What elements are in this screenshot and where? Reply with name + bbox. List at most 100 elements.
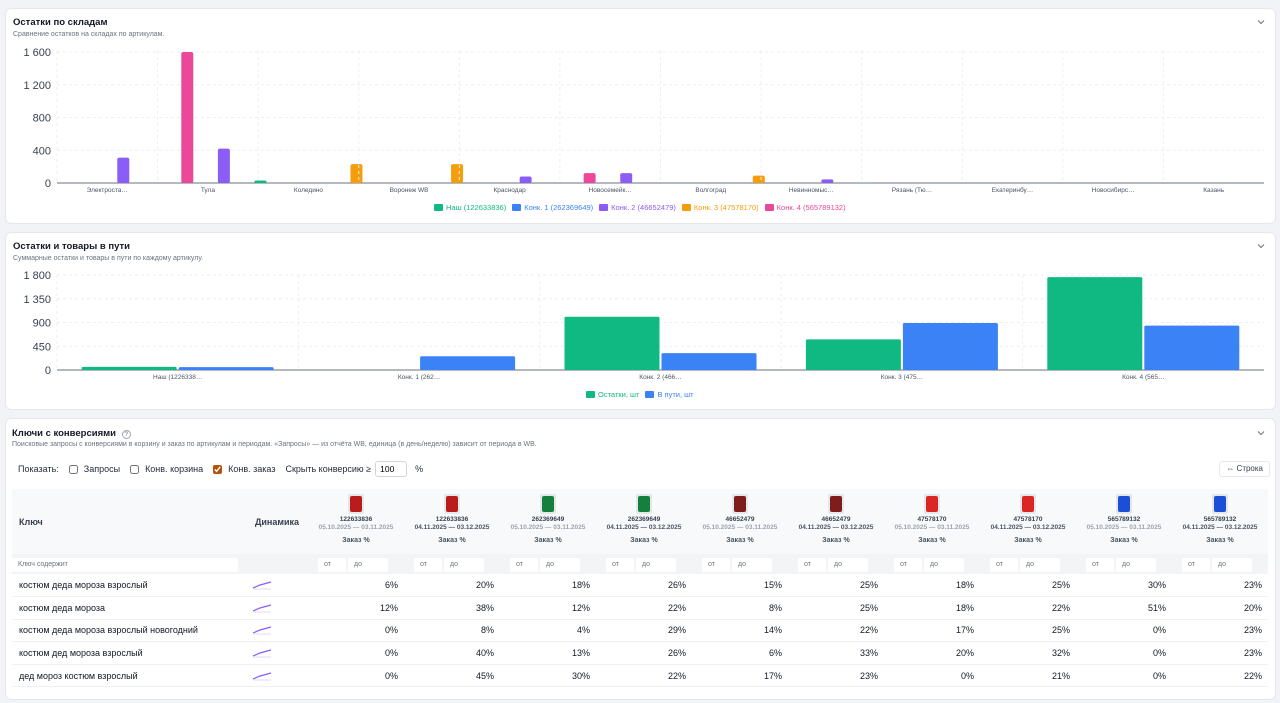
legend-item[interactable]: Конк. 1 (262369649) (512, 203, 593, 212)
range-filter-cell: от до (980, 554, 1076, 574)
table-row[interactable]: дед мороз костюм взрослый 0% 45% 30% 22% 17% 2… (12, 664, 1268, 688)
from-filter-input[interactable]: от (606, 558, 634, 572)
order-conversion-label: Конв. заказ (228, 464, 276, 474)
from-filter-input[interactable]: от (894, 558, 922, 572)
bar (661, 353, 757, 370)
product-column-header[interactable]: 262369649 04.11.2025 — 03.12.2025 (596, 489, 692, 537)
value-cell: 8% (692, 596, 788, 620)
from-filter-input[interactable]: от (702, 558, 730, 572)
value-cell: 26% (596, 641, 692, 665)
value-cell: 0% (1076, 641, 1172, 665)
product-period: 04.11.2025 — 03.12.2025 (1182, 524, 1258, 531)
value-cell: 17% (692, 664, 788, 688)
legend-item[interactable]: Остатки, шт (586, 390, 639, 399)
to-filter-input[interactable]: до (924, 558, 964, 572)
to-filter-input[interactable]: до (444, 558, 484, 572)
product-column-header[interactable]: 262369649 05.10.2025 — 03.11.2025 (500, 489, 596, 537)
legend-item[interactable]: Конк. 4 (565789132) (764, 203, 846, 212)
from-filter-input[interactable]: от (510, 558, 538, 572)
product-id: 262369649 (531, 516, 565, 523)
legend-item[interactable]: В пути, шт (645, 390, 694, 399)
y-tick-label: 1 200 (23, 80, 51, 92)
dynamics-cell (246, 619, 308, 643)
metric-header: Заказ % (308, 537, 404, 554)
product-period: 05.10.2025 — 03.11.2025 (318, 524, 394, 531)
value-cell: 51% (1076, 596, 1172, 620)
table-row[interactable]: костюм дед мороза взрослый 0% 40% 13% 26% 6% 3… (12, 641, 1268, 665)
legend-item[interactable]: Конк. 2 (46652479) (599, 203, 676, 212)
key-cell: костюм дед мороза взрослый (12, 641, 246, 665)
product-column-header[interactable]: 122633836 04.11.2025 — 03.12.2025 (404, 489, 500, 537)
column-header-key[interactable]: Ключ (12, 489, 246, 554)
column-header-dynamics[interactable]: Динамика (246, 489, 308, 554)
product-period: 04.11.2025 — 03.12.2025 (414, 524, 490, 531)
to-filter-input[interactable]: до (540, 558, 580, 572)
warehouse-stock-card: Остатки по складам Сравнение остатков на… (5, 8, 1276, 224)
product-column-header[interactable]: 46652479 04.11.2025 — 03.12.2025 (788, 489, 884, 537)
to-filter-input[interactable]: до (636, 558, 676, 572)
warehouse-bar-chart: 0 400 800 1 200 1 600 Электроста… Тула Коледино… (23, 47, 1264, 194)
from-filter-input[interactable]: от (798, 558, 826, 572)
legend-item[interactable]: Конк. 3 (47578170) (681, 203, 759, 212)
queries-label: Запросы (83, 464, 121, 474)
product-column-header[interactable]: 47578170 04.11.2025 — 03.12.2025 (980, 489, 1076, 537)
range-filter-cell: от до (596, 554, 692, 574)
value-cell: 0% (1076, 619, 1172, 643)
bar (451, 164, 464, 183)
product-column-header[interactable]: 47578170 05.10.2025 — 03.11.2025 (884, 489, 980, 537)
key-filter-input[interactable]: Ключ содержит (12, 558, 238, 572)
metric-header: Заказ % (404, 537, 500, 554)
chevron-down-icon[interactable] (1257, 242, 1265, 250)
cart-conversion-checkbox[interactable] (130, 464, 140, 474)
product-column-header[interactable]: 122633836 05.10.2025 — 03.11.2025 (308, 489, 404, 537)
value-cell: 0% (884, 664, 980, 688)
product-thumbnail (1020, 494, 1036, 514)
x-tick-label: Наш (1226338… (153, 374, 202, 381)
row-toggle-button[interactable]: ⇔ Строка (1219, 461, 1270, 477)
to-filter-input[interactable]: до (1212, 558, 1252, 572)
sparkline-icon (252, 626, 272, 635)
table-row[interactable]: костюм деда мороза взрослый новогодний 0%… (12, 619, 1268, 643)
product-column-header[interactable]: 46652479 05.10.2025 — 03.11.2025 (692, 489, 788, 537)
hide-conversion-input[interactable] (375, 461, 408, 477)
to-filter-input[interactable]: до (1116, 558, 1156, 572)
product-column-header[interactable]: 565789132 05.10.2025 — 03.11.2025 (1076, 489, 1172, 537)
value-cell: 0% (1076, 664, 1172, 688)
chart-legend: Остатки, шт В пути, шт (586, 390, 694, 399)
chevron-down-icon[interactable] (1257, 18, 1265, 26)
value-cell: 20% (1172, 596, 1268, 620)
bar (350, 164, 363, 183)
product-period: 05.10.2025 — 03.11.2025 (702, 524, 778, 531)
x-tick-label: Конк. 1 (262… (398, 374, 440, 381)
from-filter-input[interactable]: от (990, 558, 1018, 572)
value-cell: 23% (1172, 641, 1268, 665)
from-filter-input[interactable]: от (414, 558, 442, 572)
legend-item[interactable]: Наш (122633836) (434, 203, 506, 212)
to-filter-input[interactable]: до (1020, 558, 1060, 572)
to-filter-input[interactable]: до (348, 558, 388, 572)
table-row[interactable]: костюм деда мороза 12% 38% 12% 22% 8% 25% 18% 22… (12, 596, 1268, 620)
chevron-down-icon[interactable] (1257, 429, 1265, 437)
bar (117, 157, 130, 183)
cart-conversion-label: Конв. корзина (145, 464, 204, 474)
range-filter-cell: от до (404, 554, 500, 574)
x-tick-label: Конк. 2 (466… (639, 374, 681, 381)
table-row[interactable]: костюм деда мороза взрослый 6% 20% 18% 26% 15… (12, 574, 1268, 598)
product-id: 565789132 (1107, 516, 1141, 523)
y-tick-label: 0 (45, 365, 51, 377)
y-tick-label: 450 (33, 341, 51, 353)
to-filter-input[interactable]: до (828, 558, 868, 572)
product-id: 262369649 (627, 516, 661, 523)
from-filter-input[interactable]: от (1182, 558, 1210, 572)
help-icon[interactable]: ? (121, 430, 131, 439)
from-filter-input[interactable]: от (318, 558, 346, 572)
from-filter-input[interactable]: от (1086, 558, 1114, 572)
value-cell: 25% (788, 596, 884, 620)
product-column-header[interactable]: 565789132 04.11.2025 — 03.12.2025 (1172, 489, 1268, 537)
to-filter-input[interactable]: до (732, 558, 772, 572)
order-conversion-checkbox[interactable] (213, 464, 223, 474)
bar (1144, 325, 1240, 370)
queries-checkbox[interactable] (68, 464, 78, 474)
value-cell: 15% (692, 574, 788, 598)
bar (752, 175, 765, 183)
